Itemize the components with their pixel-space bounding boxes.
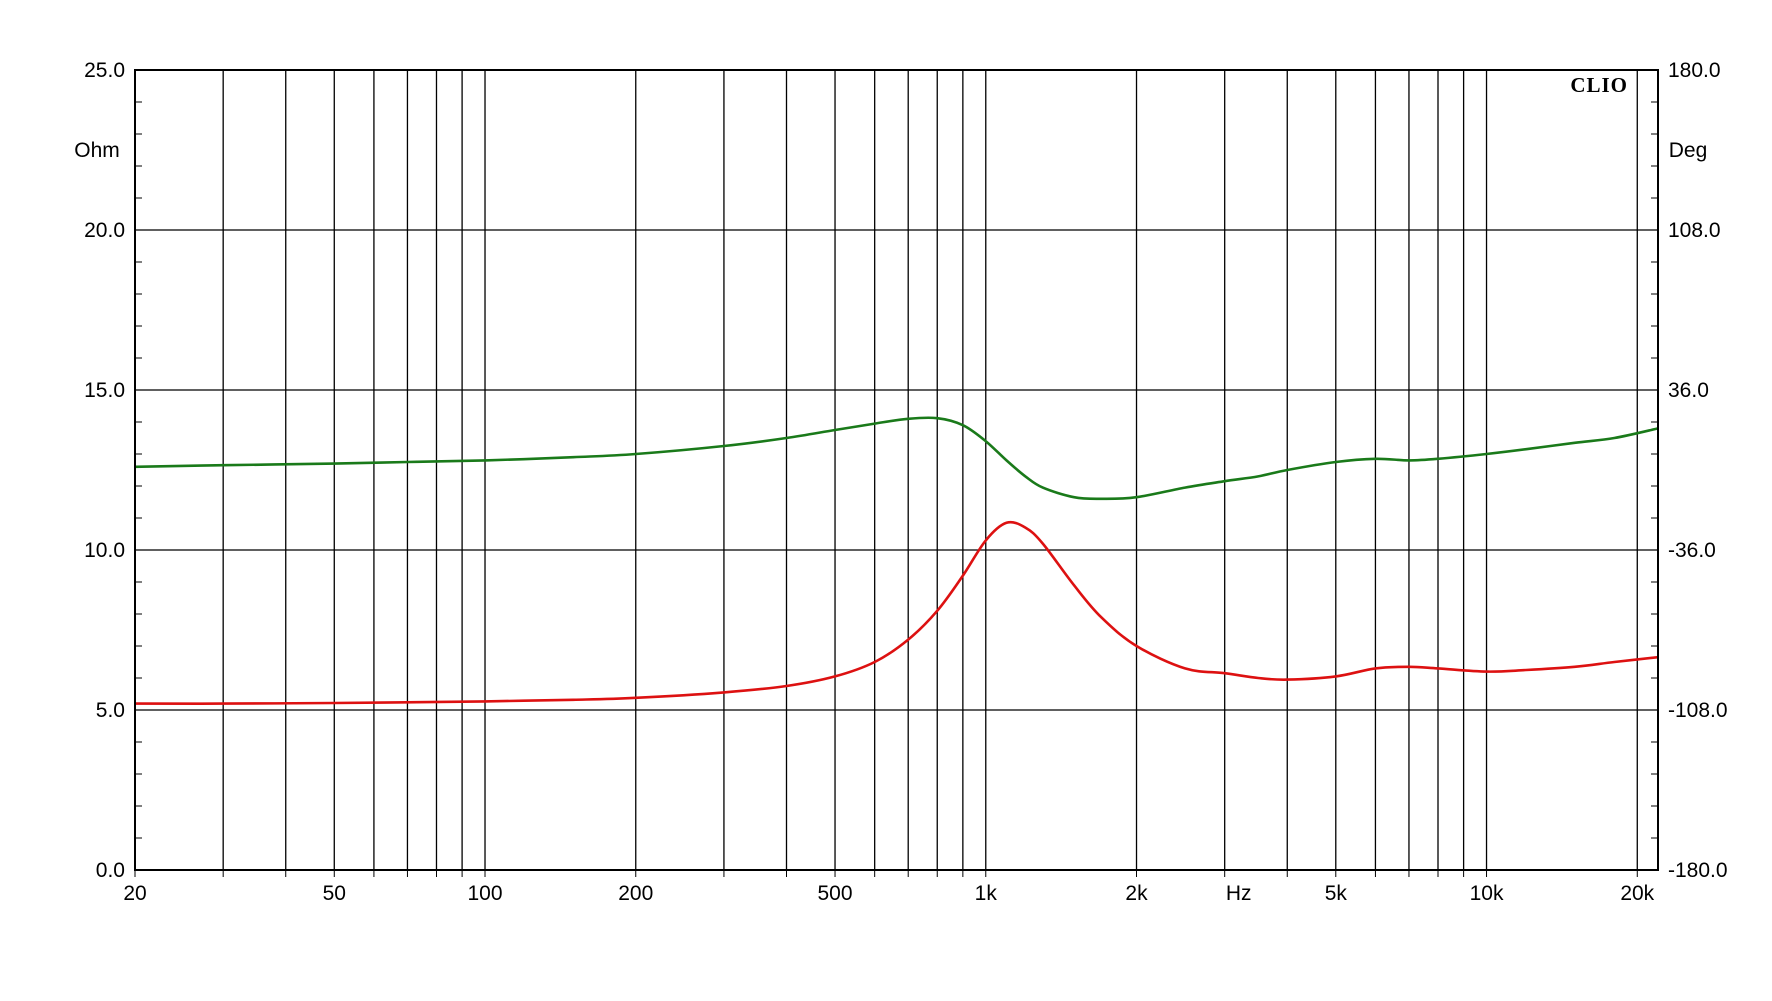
right-tick-label: 108.0: [1668, 219, 1721, 242]
right-axis-tick-labels: -180.0 -108.0 -36.0 36.0 108.0 180.0: [1668, 59, 1728, 882]
clio-brand-label: CLIO: [1570, 73, 1628, 97]
x-tick-label: 1k: [975, 882, 998, 905]
left-tick-label: 20.0: [84, 219, 125, 242]
x-tick-label: 20k: [1620, 882, 1654, 905]
impedance-curve-red: [134, 520, 1659, 705]
x-axis-unit: Hz: [1226, 882, 1252, 905]
left-tick-label: 10.0: [84, 539, 125, 562]
x-tick-label: 100: [467, 882, 502, 905]
x-tick-label: 200: [618, 882, 653, 905]
x-tick-label: 500: [818, 882, 853, 905]
left-axis-unit: Ohm: [74, 139, 120, 162]
grid-lines: [135, 69, 1658, 871]
x-axis-tick-labels: 20 50 100 200 500 1k 2k 5k 10k 20k: [123, 882, 1654, 905]
plot-frame: [134, 69, 1659, 871]
x-tick-label: 5k: [1325, 882, 1348, 905]
x-tick-label: 50: [323, 882, 346, 905]
left-axis-tick-labels: 0.0 5.0 10.0 15.0 20.0 25.0: [84, 59, 125, 882]
phase-curve-green: [134, 416, 1659, 501]
curves: [134, 416, 1659, 705]
left-tick-label: 25.0: [84, 59, 125, 82]
left-tick-label: 5.0: [96, 699, 125, 722]
right-axis-unit: Deg: [1669, 139, 1708, 162]
right-tick-label: -36.0: [1668, 539, 1716, 562]
left-tick-label: 15.0: [84, 379, 125, 402]
right-tick-label: -180.0: [1668, 859, 1728, 882]
x-tick-label: 20: [123, 882, 146, 905]
right-tick-label: 180.0: [1668, 59, 1721, 82]
right-tick-label: 36.0: [1668, 379, 1709, 402]
left-tick-label: 0.0: [96, 859, 125, 882]
right-tick-label: -108.0: [1668, 699, 1728, 722]
x-tick-label: 10k: [1470, 882, 1504, 905]
x-tick-label: 2k: [1125, 882, 1148, 905]
